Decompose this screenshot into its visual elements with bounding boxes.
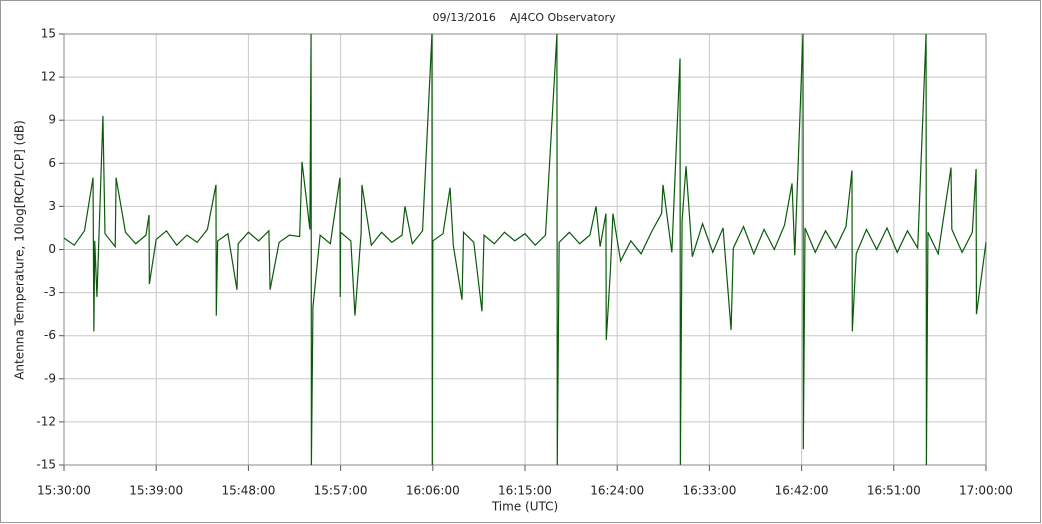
x-tick-label: 15:39:00 <box>129 484 183 498</box>
x-tick-label: 17:00:00 <box>959 484 1013 498</box>
y-tick-label: 0 <box>48 242 56 256</box>
x-axis-label: Time (UTC) <box>491 500 558 514</box>
plot-border <box>63 33 987 466</box>
y-tick-label: 12 <box>41 70 56 84</box>
y-tick-label: 15 <box>41 27 56 41</box>
data-line <box>63 33 987 466</box>
x-tick-label: 15:30:00 <box>37 484 91 498</box>
x-tick-label: 16:24:00 <box>590 484 644 498</box>
y-tick-label: -15 <box>36 458 56 472</box>
y-axis-label: Antenna Temperature, 10log[RCP/LCP] (dB) <box>13 120 27 380</box>
y-tick-label: 3 <box>48 199 56 213</box>
y-tick-label: -3 <box>44 285 56 299</box>
chart-title: 09/13/2016 AJ4CO Observatory <box>433 11 616 24</box>
x-tick-label: 15:48:00 <box>221 484 275 498</box>
y-tick-label: -12 <box>36 414 56 428</box>
y-tick-label: -6 <box>44 328 56 342</box>
x-tick-label: 16:06:00 <box>406 484 460 498</box>
x-tick-label: 16:33:00 <box>682 484 736 498</box>
x-tick-label: 16:51:00 <box>867 484 921 498</box>
x-tick-label: 15:57:00 <box>314 484 368 498</box>
y-tick-label: -9 <box>44 371 56 385</box>
y-tick-label: 9 <box>48 113 56 127</box>
x-tick-label: 16:42:00 <box>775 484 829 498</box>
x-tick-label: 16:15:00 <box>498 484 552 498</box>
y-tick-label: 6 <box>48 156 56 170</box>
